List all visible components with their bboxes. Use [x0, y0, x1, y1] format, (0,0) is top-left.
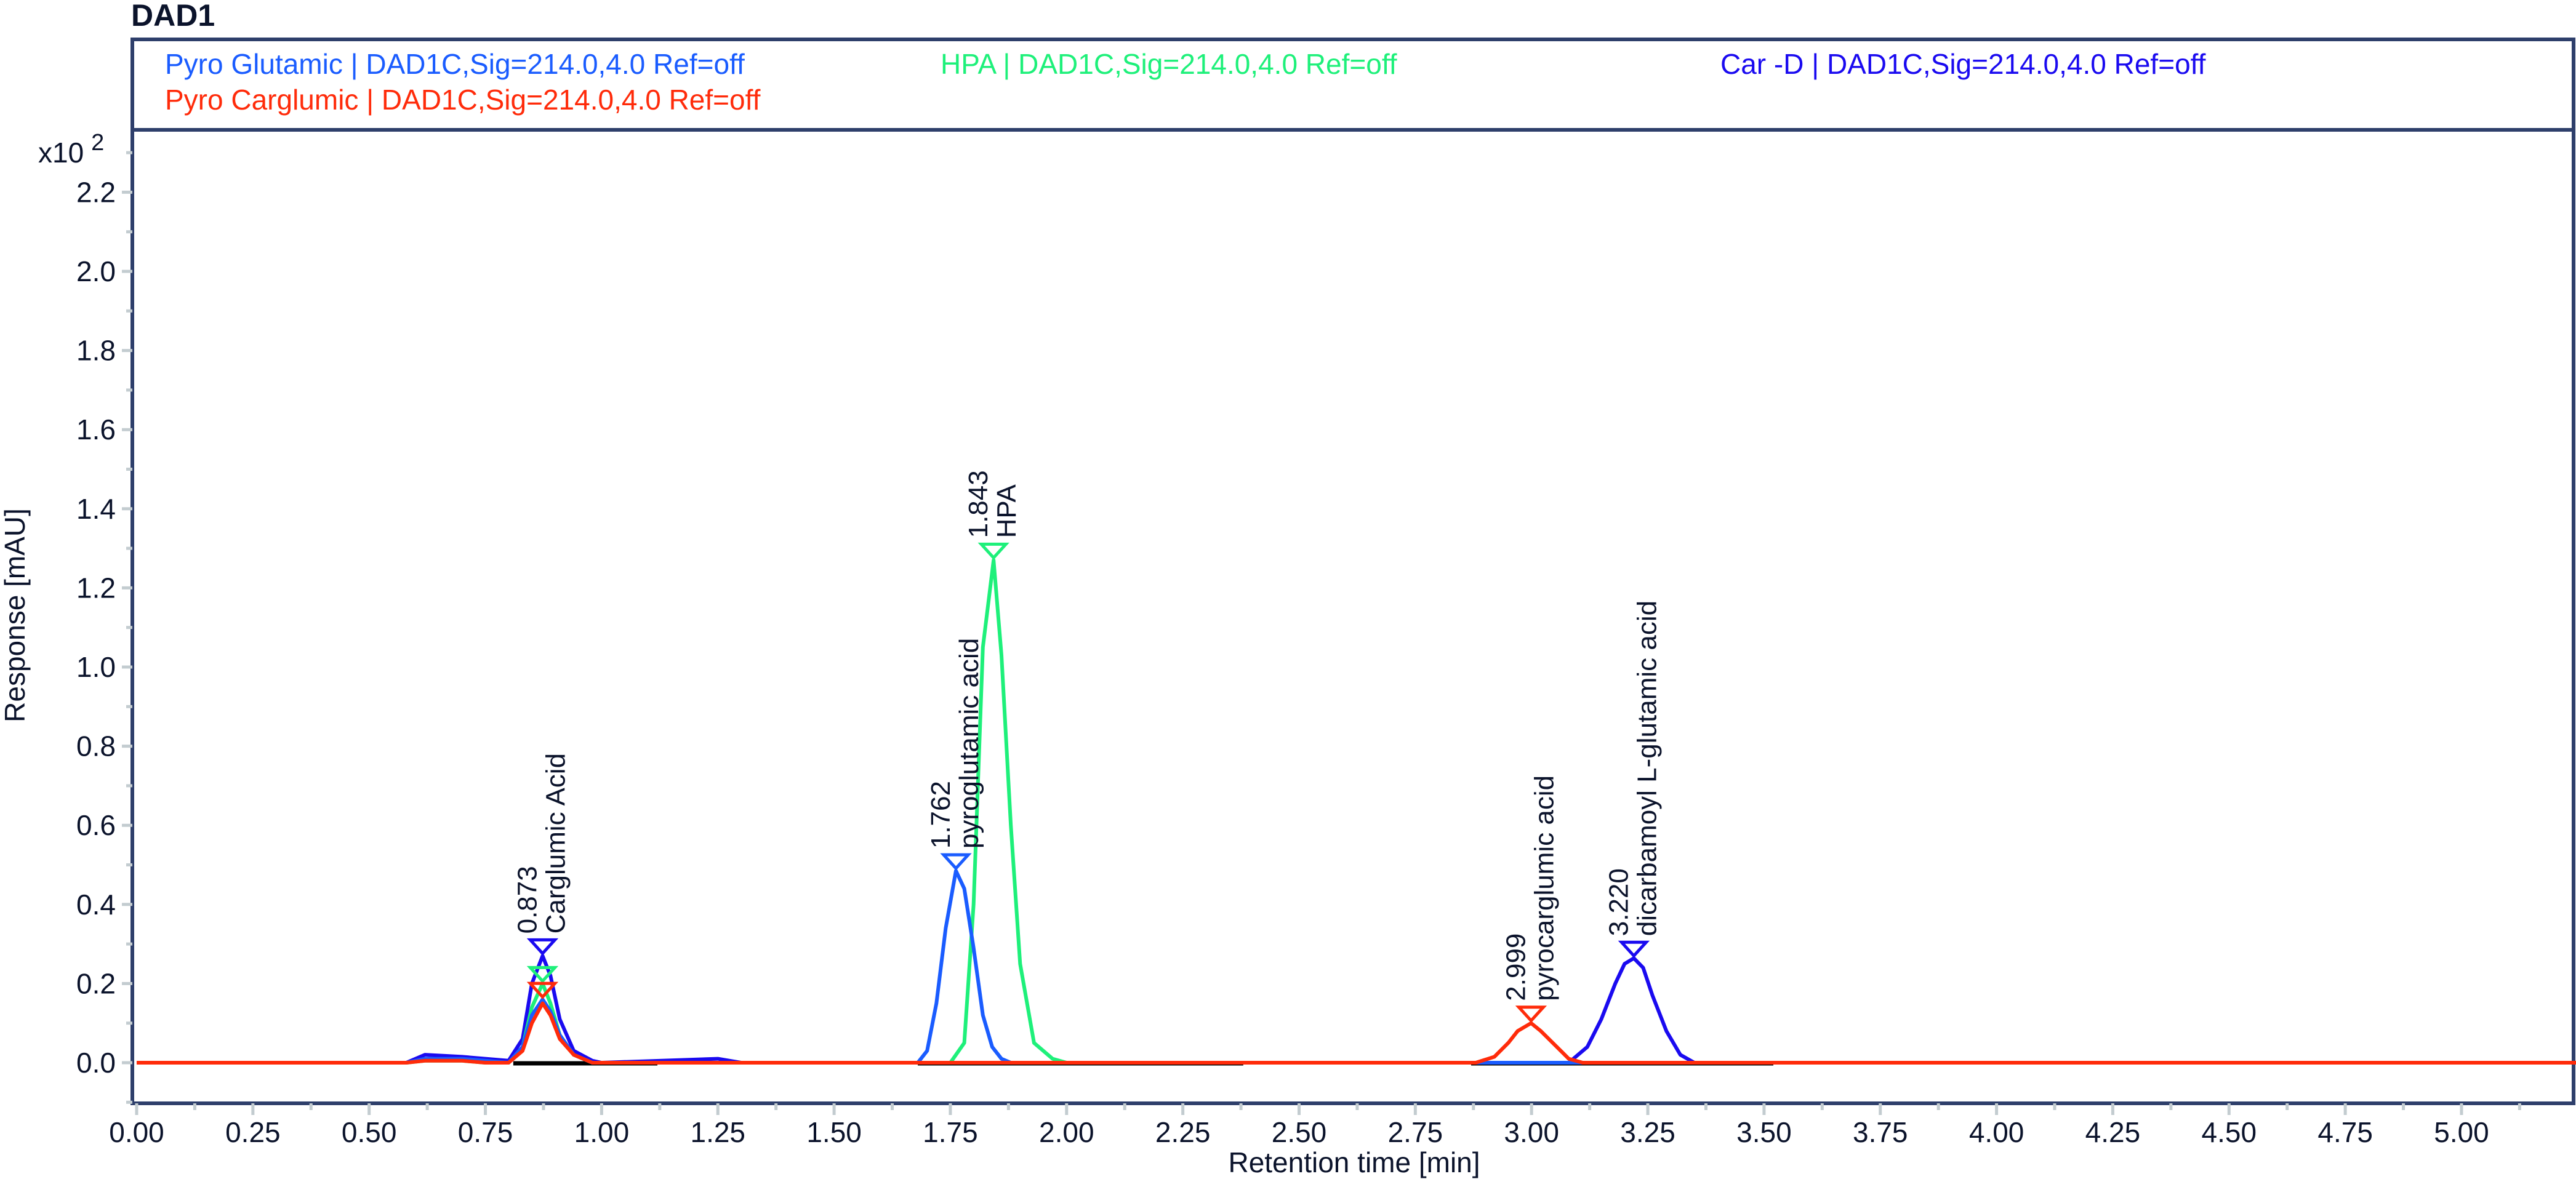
x-axis: 0.00 0.25 0.50 0.75 1.00 1.25 1.50 1.75 2.00 2.25…	[109, 1103, 2521, 1148]
y-axis-label: Response [mAU]	[0, 508, 31, 722]
y-tick-label: 1.2	[76, 572, 116, 604]
peak-marker-icon	[526, 938, 559, 956]
chart-title: DAD1	[131, 0, 215, 33]
x-tick-label: 2.25	[1155, 1116, 1211, 1148]
peak-retention-time: 1.843	[963, 470, 993, 538]
trace-pyro-glutamic	[137, 869, 2576, 1065]
x-tick-label: 4.00	[1969, 1116, 2024, 1148]
x-tick-label: 3.50	[1736, 1116, 1792, 1148]
legend: Pyro Glutamic | DAD1C,Sig=214.0,4.0 Ref=…	[165, 48, 2206, 116]
peak-retention-time: 2.999	[1501, 933, 1531, 1001]
x-tick-label: 0.50	[342, 1116, 397, 1148]
peak-retention-time: 1.762	[926, 781, 956, 849]
x-tick-label: 4.25	[2085, 1116, 2141, 1148]
y-tick-label: 1.6	[76, 414, 116, 446]
peak-marker-icon	[1618, 940, 1650, 958]
y-tick-label: 0.0	[76, 1047, 116, 1079]
y-axis-multiplier: x10 2	[38, 130, 104, 169]
chromatogram-traces	[137, 558, 2576, 1065]
y-tick-label: 1.8	[76, 335, 116, 367]
x-tick-label: 1.50	[806, 1116, 862, 1148]
legend-item-car-d: Car -D | DAD1C,Sig=214.0,4.0 Ref=off	[1720, 48, 2206, 80]
x-tick-label: 0.75	[458, 1116, 513, 1148]
peak-compound-name: HPA	[992, 484, 1022, 538]
peak-marker-icon	[526, 965, 559, 984]
y-tick-label: 0.6	[76, 809, 116, 841]
x-tick-label: 3.25	[1620, 1116, 1675, 1148]
x-tick-label: 1.25	[690, 1116, 745, 1148]
peak-marker-icon	[1515, 1005, 1547, 1023]
trace-hpa	[137, 558, 2576, 1065]
trace-pyro-carglumic	[137, 1001, 2576, 1065]
y-tick-label: 2.2	[76, 176, 116, 208]
peak-marker-icon	[977, 542, 1009, 561]
legend-item-pyro-glutamic: Pyro Glutamic | DAD1C,Sig=214.0,4.0 Ref=…	[165, 48, 745, 80]
x-tick-label: 5.00	[2434, 1116, 2489, 1148]
peak-compound-name: pyroglutamic acid	[954, 638, 984, 849]
x-tick-label: 2.00	[1039, 1116, 1094, 1148]
x-axis-label: Retention time [min]	[1228, 1146, 1480, 1178]
y-tick-label: 0.8	[76, 730, 116, 762]
y-tick-label: 1.0	[76, 651, 116, 683]
legend-item-hpa: HPA | DAD1C,Sig=214.0,4.0 Ref=off	[941, 48, 1397, 80]
peak-retention-time: 3.220	[1603, 868, 1634, 936]
peak-retention-time: 0.873	[512, 866, 542, 933]
peak-compound-name: pyrocarglumic acid	[1529, 775, 1559, 1001]
x-tick-label: 3.75	[1853, 1116, 1908, 1148]
x-tick-label: 2.75	[1388, 1116, 1443, 1148]
y-axis: 0.0 0.2 0.4 0.6 0.8 1.0 1.2 1.4 1.6 1.8 2.0 2.2	[76, 151, 132, 1104]
plot-area	[130, 128, 2575, 1105]
x-tick-label: 1.75	[923, 1116, 978, 1148]
x-tick-label: 4.75	[2317, 1116, 2373, 1148]
peak-markers	[526, 542, 1650, 1023]
x-tick-label: 0.00	[109, 1116, 164, 1148]
x-tick-label: 1.00	[574, 1116, 630, 1148]
y-tick-label: 2.0	[76, 255, 116, 287]
peak-marker-icon	[526, 981, 559, 999]
peak-compound-name: dicarbamoyl L-glutamic acid	[1632, 601, 1662, 936]
x-tick-label: 3.00	[1504, 1116, 1559, 1148]
x-tick-label: 2.50	[1272, 1116, 1327, 1148]
y-tick-label: 1.4	[76, 493, 116, 525]
peak-compound-name: Carglumic Acid	[540, 753, 571, 933]
y-tick-label: 0.4	[76, 889, 116, 921]
x-tick-label: 0.25	[225, 1116, 281, 1148]
peak-marker-icon	[940, 853, 972, 871]
y-tick-label: 0.2	[76, 967, 116, 999]
legend-item-pyro-carglumic: Pyro Carglumic | DAD1C,Sig=214.0,4.0 Ref…	[165, 84, 761, 116]
x-tick-label: 4.50	[2202, 1116, 2257, 1148]
trace-car-d	[137, 954, 2576, 1065]
